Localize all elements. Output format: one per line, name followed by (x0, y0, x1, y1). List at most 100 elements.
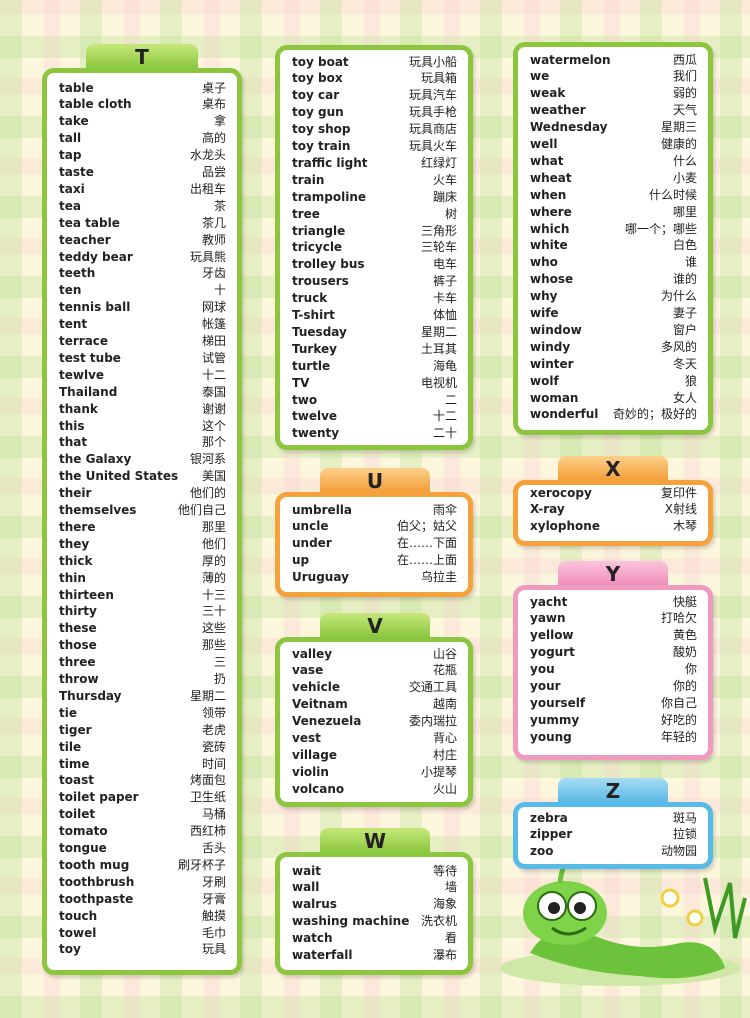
chinese-meaning: 瓷砖 (201, 739, 226, 754)
chinese-meaning: 什么 (672, 153, 697, 168)
english-word: table (59, 80, 94, 95)
chinese-meaning: 好吃的 (660, 712, 697, 727)
chinese-meaning: 背心 (432, 731, 457, 745)
word-box (513, 585, 713, 760)
chinese-meaning: 茶几 (201, 215, 226, 230)
chinese-meaning: 谢谢 (201, 401, 226, 416)
chinese-meaning: 谁的 (672, 272, 697, 287)
chinese-meaning: 三十 (201, 604, 226, 619)
chinese-meaning: 那些 (201, 638, 226, 653)
chinese-meaning: 谁 (684, 255, 697, 270)
english-word: twenty (292, 426, 340, 441)
english-word: toy (59, 942, 81, 957)
english-word: yawn (530, 611, 566, 626)
chinese-meaning: 网球 (201, 300, 226, 315)
chinese-meaning: X射线 (664, 502, 697, 517)
english-word: this (59, 418, 85, 433)
english-word: teddy bear (59, 249, 133, 264)
chinese-meaning: 体恤 (432, 308, 457, 322)
chinese-meaning: 那里 (201, 519, 226, 534)
english-word: your (530, 679, 561, 693)
english-word: yellow (530, 628, 574, 643)
chinese-meaning: 打哈欠 (660, 611, 697, 626)
chinese-meaning: 冬天 (672, 356, 697, 371)
english-word: three (59, 655, 96, 670)
english-word: Thailand (59, 384, 118, 399)
word-box (513, 480, 713, 546)
chinese-meaning: 薄的 (201, 570, 226, 585)
english-word: triangle (292, 223, 346, 238)
chinese-meaning: 委内瑞拉 (408, 714, 457, 729)
letter-tab: Z (558, 778, 668, 804)
english-word: towel (59, 925, 97, 940)
chinese-meaning: 玩具小船 (408, 54, 457, 69)
chinese-meaning: 动物园 (660, 844, 697, 859)
chinese-meaning: 狼 (684, 373, 697, 388)
chinese-meaning: 十 (213, 283, 226, 298)
chinese-meaning: 弱的 (672, 86, 697, 101)
english-word: under (292, 536, 332, 551)
english-word: tewlve (59, 367, 105, 382)
chinese-meaning: 妻子 (672, 306, 697, 320)
chinese-meaning: 水龙头 (189, 148, 226, 163)
english-word: what (530, 153, 564, 168)
english-word: xerocopy (530, 485, 592, 500)
chinese-meaning: 三 (213, 655, 226, 670)
chinese-meaning: 牙刷 (201, 874, 226, 889)
english-word: tap (59, 148, 82, 163)
english-word: TV (292, 375, 310, 390)
word-box (42, 68, 242, 975)
english-word: thank (59, 401, 98, 416)
chinese-meaning: 触摸 (201, 908, 226, 923)
english-word: toilet (59, 807, 96, 822)
english-word: where (530, 204, 572, 219)
english-word: thick (59, 553, 93, 568)
chinese-meaning: 花瓶 (432, 663, 457, 678)
english-word: Uruguay (292, 570, 349, 585)
english-word: thin (59, 570, 86, 585)
chinese-meaning: 交通工具 (408, 680, 457, 695)
english-word: village (292, 747, 337, 762)
chinese-meaning: 星期二 (189, 688, 226, 703)
english-word: wheat (530, 170, 572, 185)
english-word: wait (292, 863, 322, 878)
chinese-meaning: 教师 (201, 232, 226, 247)
english-word: Thursday (59, 688, 122, 703)
chinese-meaning: 白色 (672, 238, 697, 253)
word-box (275, 45, 473, 450)
chinese-meaning: 玩具火车 (408, 139, 457, 153)
english-word: up (292, 553, 310, 568)
english-word: zebra (530, 810, 568, 825)
english-word: walrus (292, 897, 337, 912)
chinese-meaning: 洗衣机 (420, 914, 457, 929)
chinese-meaning: 泰国 (201, 384, 226, 399)
english-word: tile (59, 739, 82, 754)
chinese-meaning: 快艇 (672, 594, 697, 609)
chinese-meaning: 刷牙杯子 (177, 857, 226, 872)
chinese-meaning: 瀑布 (432, 948, 457, 962)
english-word: toy boat (292, 54, 349, 69)
english-word: trolley bus (292, 257, 365, 272)
chinese-meaning: 玩具手枪 (408, 105, 457, 120)
chinese-meaning: 领带 (201, 705, 226, 720)
english-word: touch (59, 908, 98, 923)
chinese-meaning: 烤面包 (189, 773, 226, 788)
english-word: toy shop (292, 122, 351, 137)
chinese-meaning: 二十 (432, 426, 457, 441)
chinese-meaning: 红绿灯 (420, 155, 457, 170)
chinese-meaning: 试管 (201, 350, 226, 365)
chinese-meaning: 牙膏 (201, 891, 226, 906)
chinese-meaning: 山谷 (432, 646, 457, 661)
chinese-meaning: 海象 (432, 897, 457, 912)
english-word: Tuesday (292, 324, 347, 339)
english-word: vest (292, 731, 321, 745)
chinese-meaning: 天气 (672, 103, 697, 118)
chinese-meaning: 雨伞 (432, 502, 457, 517)
chinese-meaning: 斑马 (672, 810, 697, 825)
english-word: vehicle (292, 680, 340, 695)
chinese-meaning: 他们 (201, 536, 226, 551)
english-word: we (530, 69, 550, 84)
english-word: tent (59, 317, 88, 332)
english-word: valley (292, 646, 333, 661)
chinese-meaning: 裤子 (432, 274, 457, 289)
